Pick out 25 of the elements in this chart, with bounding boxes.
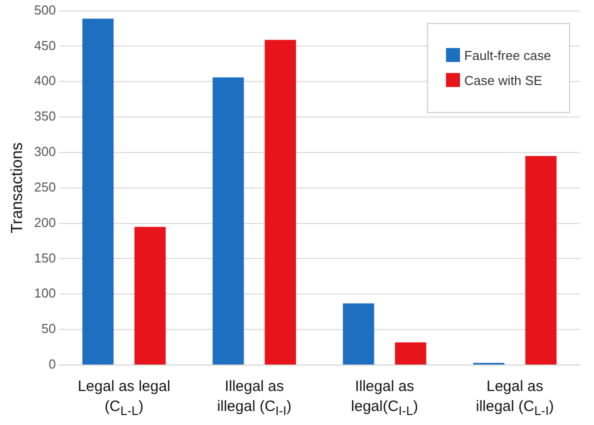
y-tick-label: 200 (34, 214, 56, 230)
y-tick-label: 400 (34, 73, 56, 88)
legend-label: Fault-free case (464, 48, 551, 63)
y-tick-label: 300 (34, 144, 56, 160)
x-tick-label: Legal as illegal (C$_{L-I}$) (474, 377, 555, 420)
y-tick-label: 50 (41, 321, 56, 336)
bar (134, 226, 166, 364)
y-tick-label: 250 (34, 179, 56, 194)
legend-label: Case with SE (464, 72, 542, 88)
y-tick-label: 500 (34, 2, 56, 18)
bar (395, 342, 426, 364)
bar (82, 18, 114, 364)
y-tick-label: 450 (34, 38, 56, 53)
x-tick-label: Illegal as illegal (C$_{I-I}$) (216, 377, 293, 420)
x-tick-label: Illegal as legal(C$_{I-L}$) (350, 377, 420, 420)
bar (342, 303, 374, 364)
bar (264, 40, 296, 364)
bar (212, 77, 244, 364)
y-tick-label: 0 (48, 356, 56, 372)
bar (525, 156, 557, 364)
y-tick-label: 100 (34, 286, 56, 301)
x-tick-label: Legal as legal (C$_{L-L}$) (76, 377, 172, 420)
y-tick-label: 150 (34, 250, 56, 266)
y-axis-title: Transactions (9, 142, 26, 234)
y-tick-label: 350 (34, 108, 56, 124)
